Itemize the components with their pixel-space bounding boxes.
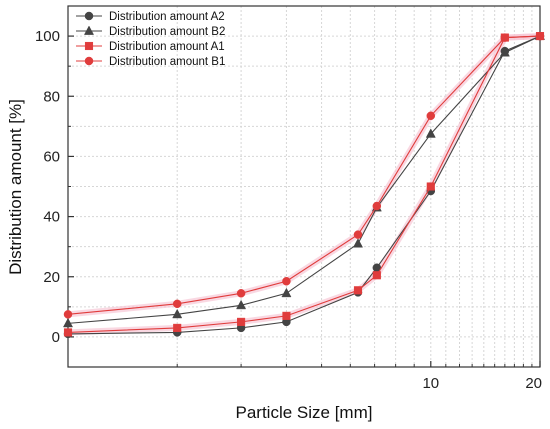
y-tick-label: 60 [43,148,60,165]
data-point [426,182,435,191]
y-tick-label: 40 [43,209,60,226]
data-point [236,289,246,298]
data-point [237,317,246,326]
data-point [172,299,182,309]
data-point [172,308,183,319]
series-line [67,35,541,335]
data-point [282,311,291,320]
series-4 [63,31,545,319]
data-point [499,47,510,57]
legend-marker [84,41,94,51]
legend-label: Distribution amount B1 [109,56,225,68]
data-point [63,328,73,337]
legend-item: Distribution amount B2 [76,25,225,38]
data-point [62,317,74,328]
data-point [353,286,363,295]
legend: Distribution amount A2 Distribution amoun… [76,11,225,68]
series-layer [62,30,546,339]
data-point [352,238,364,248]
legend-item: Distribution amount A2 [76,11,225,23]
y-tick-label: 80 [43,88,60,105]
legend-marker [84,11,94,21]
grid [68,6,540,367]
y-tick-label: 100 [35,28,60,45]
x-tick-label: 20 [525,375,542,392]
data-point [500,33,510,42]
legend-label: Distribution amount B2 [109,26,225,38]
legend-label: Distribution amount A2 [109,11,225,23]
data-point [236,299,247,310]
legend-label: Distribution amount A1 [109,41,225,53]
legend-marker [84,56,94,66]
series-halo [65,33,543,336]
series-line [67,35,541,333]
data-point [173,323,182,332]
legend-item: Distribution amount B1 [76,56,225,68]
series-halo [65,33,543,318]
data-point [426,111,436,121]
data-point [372,271,381,280]
x-tick-label: 10 [422,375,439,392]
data-point [425,128,436,138]
axis-ticks: 0 20 40 60 80 100 10 20 [35,5,542,392]
legend-marker [83,25,95,35]
x-axis-title: Particle Size [mm] [236,403,373,422]
y-tick-label: 0 [52,329,60,346]
y-axis-title: Distribution amount [%] [6,99,25,275]
data-point [63,310,73,319]
data-point [535,31,545,41]
legend-item: Distribution amount A1 [76,41,225,53]
data-point [282,277,291,286]
series-1 [63,31,545,339]
y-tick-label: 20 [43,269,60,286]
data-point [281,287,292,298]
data-point [353,230,363,239]
data-point [372,201,382,211]
